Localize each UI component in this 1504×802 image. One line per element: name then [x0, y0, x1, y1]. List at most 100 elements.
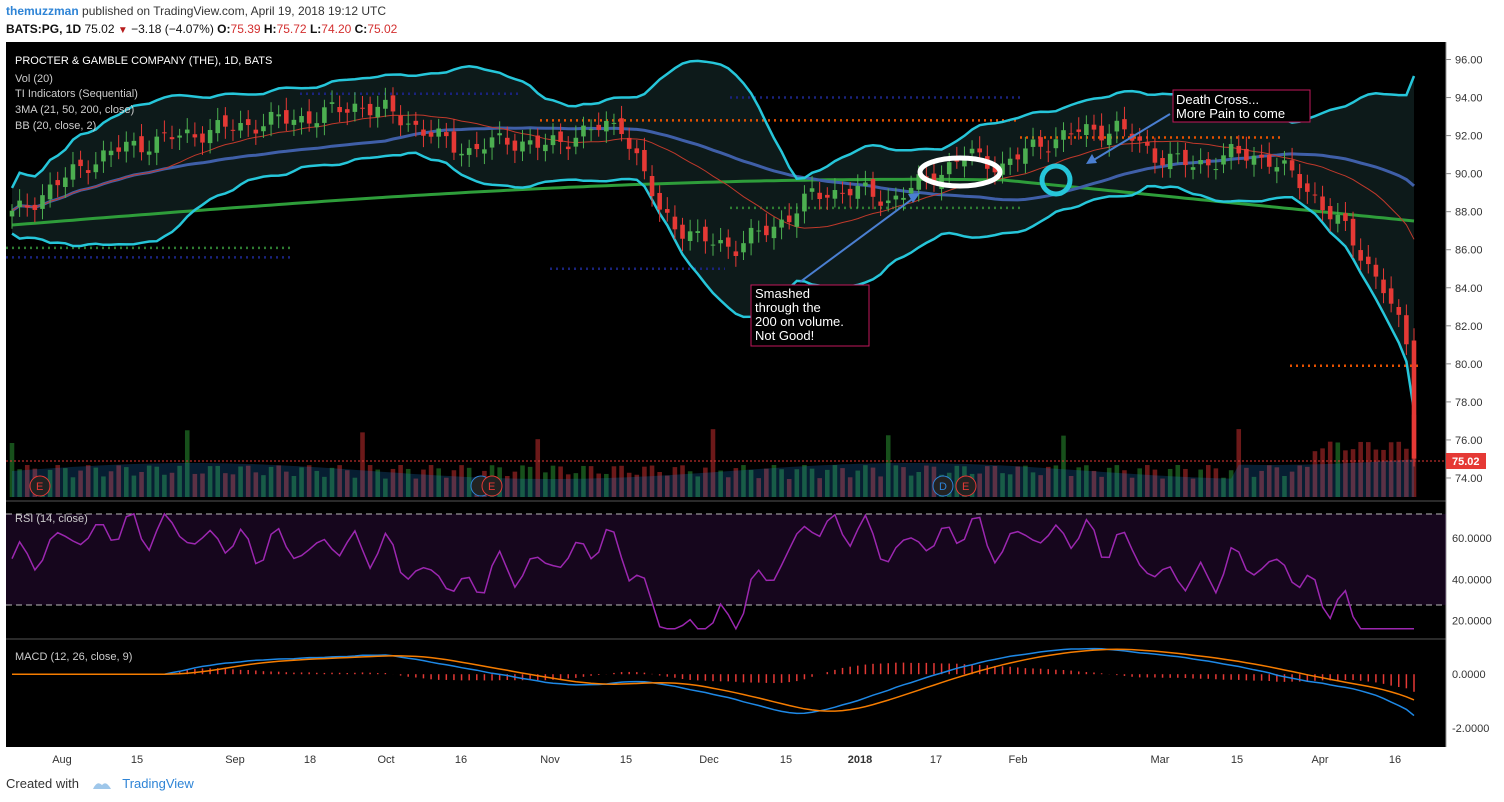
volume-bar [725, 477, 731, 497]
price-axis[interactable] [1446, 42, 1504, 747]
candle-body [352, 103, 358, 112]
chart-canvas[interactable]: 96.00 94.00 92.00 90.00 88.00 86.00 84.00 82.00… [0, 42, 1504, 772]
candle-body [1023, 148, 1028, 164]
candle-body [238, 123, 243, 131]
y-tick-label: 92.00 [1455, 131, 1483, 143]
volume-bar [1236, 429, 1242, 497]
volume-bar [1373, 449, 1379, 497]
candle-body [1068, 133, 1074, 135]
earnings-marker[interactable]: E [470, 475, 503, 497]
high-label: H: [263, 22, 277, 36]
candle-body [55, 180, 61, 186]
candle-body [855, 185, 861, 199]
volume-bar [825, 469, 830, 497]
candle-body [390, 95, 396, 112]
volume-bar [192, 473, 198, 497]
volume-bar [428, 465, 434, 497]
x-tick-label: Nov [540, 754, 560, 766]
volume-bar [1183, 468, 1188, 497]
y-tick-label: 88.00 [1455, 207, 1483, 219]
volume-bar [1122, 470, 1127, 497]
volume-bar [626, 472, 632, 497]
time-axis[interactable] [6, 747, 1446, 772]
smashed-line-4: Not Good! [755, 328, 814, 343]
candle-body [1061, 130, 1066, 140]
candle-body [299, 116, 304, 123]
volume-bar [1312, 451, 1318, 497]
volume-bar [261, 475, 266, 497]
main-legend-title: PROCTER & GAMBLE COMPANY (THE), 1D, BATS [15, 55, 272, 67]
volume-bar [9, 443, 15, 497]
tradingview-link[interactable]: TradingView [122, 776, 194, 791]
candle-body [916, 174, 922, 190]
candle-body [748, 227, 754, 244]
volume-bar [360, 432, 365, 497]
legend-macd: MACD (12, 26, close, 9) [15, 651, 132, 663]
macd-line [12, 647, 1415, 717]
volume-bar [863, 465, 868, 497]
volume-bar [771, 465, 777, 497]
volume-bar [108, 471, 114, 497]
candle-body [85, 170, 91, 173]
volume-bar [649, 465, 655, 497]
candle-body [47, 184, 53, 200]
volume-bar [1007, 474, 1013, 497]
candle-body [261, 126, 266, 132]
candle-body [207, 129, 213, 144]
candle-body [1190, 167, 1196, 170]
volume-bar [1396, 441, 1402, 497]
candle-body [344, 109, 350, 113]
candle-body [1114, 120, 1120, 132]
volume-bar [1045, 466, 1051, 497]
volume-bar [1129, 477, 1135, 497]
candle-body [223, 115, 228, 127]
volume-bar [17, 469, 22, 497]
y-tick-label: 86.00 [1455, 245, 1483, 257]
candle-body [1145, 141, 1150, 146]
candle-body [474, 143, 480, 150]
legend-bb: BB (20, close, 2) [15, 120, 96, 132]
close-value: 75.02 [367, 22, 398, 36]
candle-body [1152, 148, 1158, 163]
candle-body [154, 136, 160, 153]
volume-bar [924, 465, 929, 497]
volume-bar [200, 473, 205, 497]
volume-bar [314, 470, 320, 497]
candle-body [657, 192, 662, 210]
earnings-marker[interactable]: E [29, 475, 51, 497]
volume-bar [1388, 442, 1394, 497]
volume-ma-area [12, 459, 1414, 497]
svg-text:Smashed through the 20: Smashed through the 200 on volume. Not G… [755, 286, 848, 343]
rsi-band-fill [6, 514, 1446, 605]
candle-body [649, 176, 655, 197]
candle-body [1289, 160, 1295, 171]
x-tick-label: 15 [1231, 754, 1243, 766]
volume-bar [177, 465, 182, 497]
volume-bar [207, 466, 213, 497]
candle-body [306, 111, 312, 124]
svg-text:E: E [488, 481, 495, 493]
volume-bar [306, 465, 312, 497]
smashed-annotation-box[interactable] [750, 284, 870, 347]
volume-bar [63, 468, 68, 497]
legend-ma: 3MA (21, 50, 200, close) [15, 104, 134, 116]
y-axis-ticks: 96.00 94.00 92.00 90.00 88.00 86.00 84.00 82.00… [1446, 55, 1492, 735]
candle-body [215, 120, 221, 134]
change-value: −3.18 (−4.07%) [131, 22, 214, 36]
volume-bar [885, 435, 891, 497]
volume-bar [245, 465, 251, 497]
volume-bar [672, 467, 678, 497]
volume-bar [733, 468, 739, 497]
death-cross-annotation-box[interactable] [1172, 89, 1311, 123]
candle-body [1251, 155, 1257, 165]
author-link[interactable]: themuzzman [6, 4, 79, 18]
volume-bar [817, 478, 822, 497]
volume-bar [680, 465, 685, 497]
volume-bar [291, 476, 297, 497]
candle-body [405, 123, 411, 125]
volume-bar [55, 465, 61, 497]
candle-body [93, 164, 99, 173]
candle-body [466, 148, 472, 155]
candle-body [32, 204, 38, 210]
